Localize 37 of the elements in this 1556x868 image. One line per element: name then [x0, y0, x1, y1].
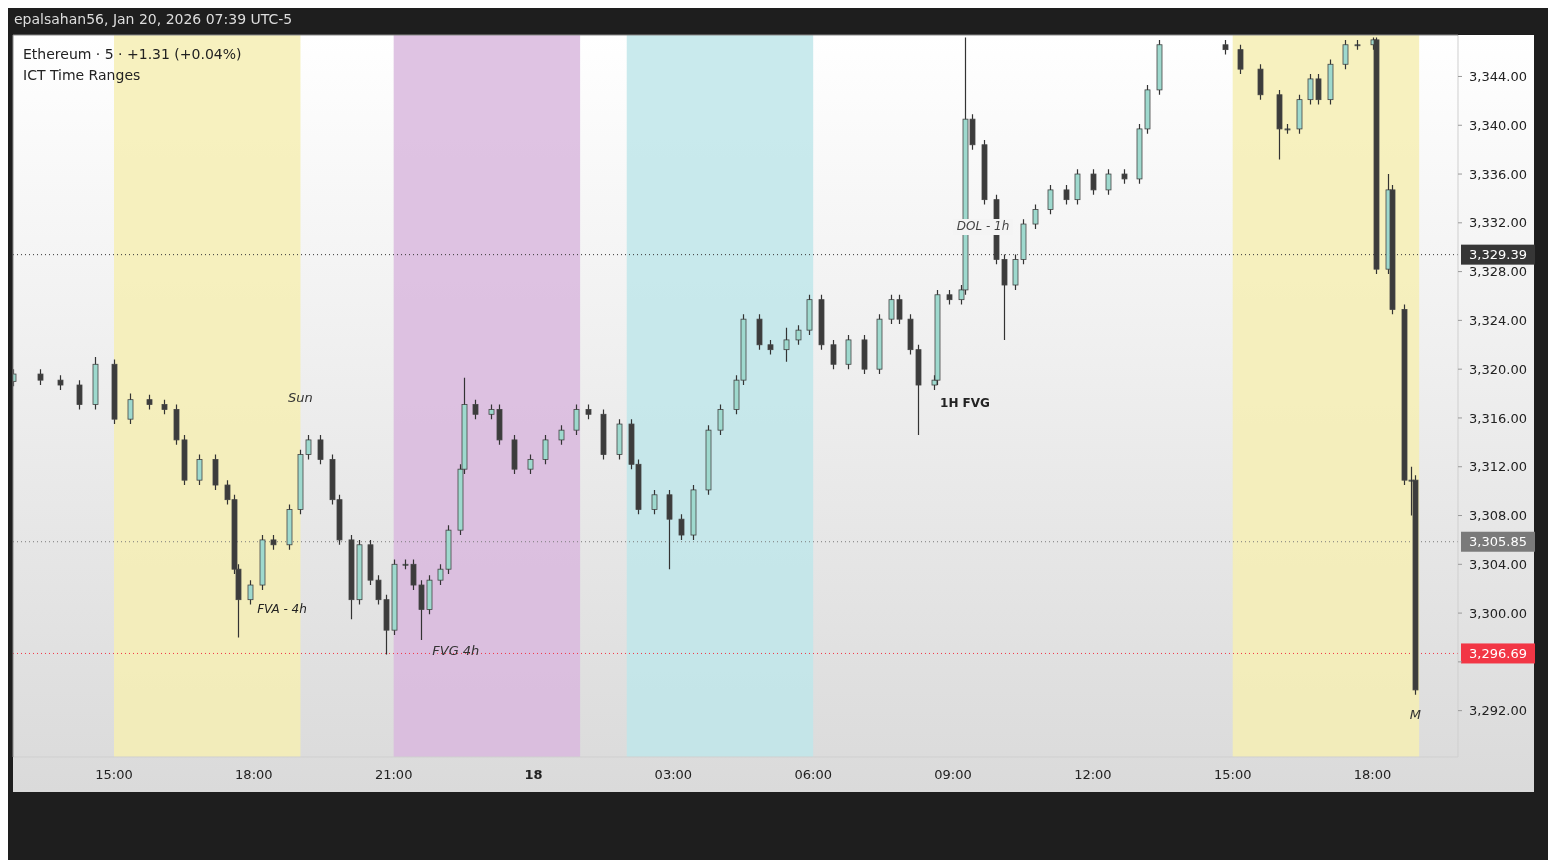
y-tick-label: 3,336.00 [1469, 166, 1527, 182]
y-tick-label: 3,332.00 [1469, 215, 1527, 231]
y-tick-label: 3,328.00 [1469, 264, 1527, 280]
x-tick-label: 15:00 [95, 767, 133, 782]
candlestick [783, 327, 790, 363]
y-tick-label: 3,300.00 [1469, 605, 1527, 621]
text: Ethereum · 5 · +1.31 (+0.04%) [23, 46, 242, 62]
x-tick-label: 18:00 [1353, 767, 1392, 782]
annotation: M [1409, 706, 1421, 722]
y-tick-label: 3,316.00 [1469, 410, 1527, 426]
x-tick-label: 06:00 [794, 767, 832, 782]
annotation: DOL - 1h [956, 219, 1010, 233]
annotation: Sun [288, 389, 313, 405]
ref-line-label: 3,296.69 [1469, 646, 1527, 662]
x-tick-label: 12:00 [1074, 767, 1112, 782]
x-tick-label: 09:00 [934, 767, 972, 782]
y-tick-label: 3,292.00 [1469, 703, 1527, 719]
annotation: FVA - 4h [257, 602, 307, 616]
x-tick-label: 18:00 [235, 767, 273, 782]
y-tick-label: 3,320.00 [1469, 361, 1527, 377]
x-tick-label: 15:00 [1213, 767, 1252, 782]
y-tick-label: 3,340.00 [1469, 117, 1527, 133]
x-tick-label: 18 [524, 767, 543, 782]
x-tick-label: 21:00 [374, 767, 413, 782]
y-tick-label: 3,344.00 [1469, 69, 1527, 85]
y-tick-label: 3,312.00 [1469, 459, 1527, 475]
annotation: 1H FVG [940, 396, 990, 410]
text: epalsahan56, Jan 20, 2026 07:39 UTC-5 [14, 11, 293, 27]
ref-line-label: 3,305.85 [1469, 534, 1527, 550]
annotation: FVG 4h [432, 643, 480, 659]
y-tick-label: 3,308.00 [1469, 508, 1527, 524]
candlestick [666, 489, 673, 570]
y-tick-label: 3,304.00 [1469, 556, 1527, 572]
y-tick-label: 3,324.00 [1469, 312, 1527, 328]
ref-line-label: 3,329.39 [1469, 247, 1527, 263]
x-tick-label: 03:00 [654, 767, 693, 782]
text: ICT Time Ranges [23, 67, 141, 83]
